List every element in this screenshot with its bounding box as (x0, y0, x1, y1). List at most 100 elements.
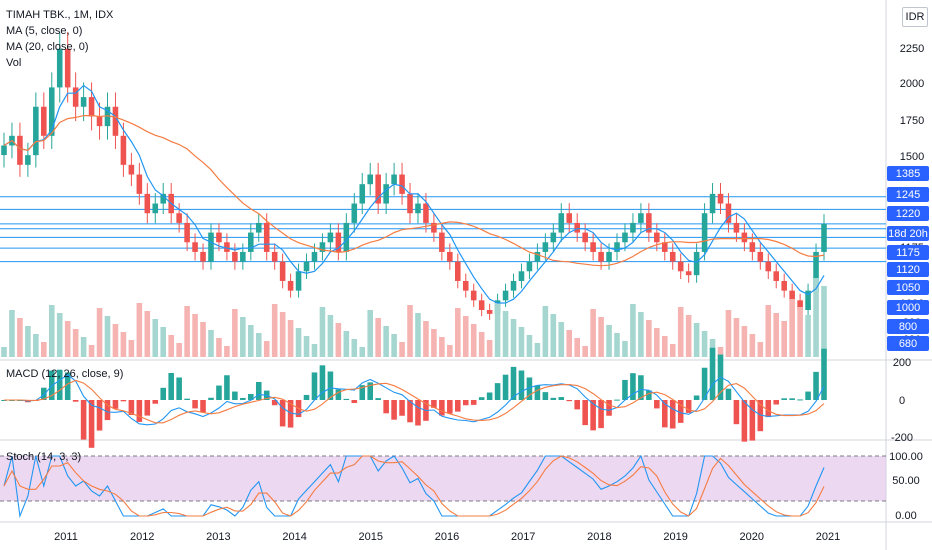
macd-histogram-bar (805, 391, 811, 400)
volume-bar (255, 333, 262, 357)
candle (486, 310, 493, 314)
macd-histogram-bar (733, 400, 740, 425)
candle (144, 193, 151, 214)
volume-bar (622, 341, 628, 357)
candle (319, 242, 326, 252)
candle (534, 251, 541, 262)
macd-histogram-bar (773, 400, 780, 405)
candle (415, 203, 421, 214)
x-tick-label: 2016 (435, 531, 459, 543)
macd-histogram-bar (590, 400, 596, 431)
macd-histogram-bar (789, 398, 795, 400)
volume-bar (248, 325, 254, 357)
candle (677, 261, 684, 272)
candle (41, 106, 47, 136)
volume-bar (311, 344, 318, 357)
macd-histogram-bar (630, 373, 636, 400)
candle (407, 193, 413, 214)
candle (208, 232, 214, 262)
volume-bar (383, 326, 389, 357)
volume-bar (677, 307, 684, 357)
currency-badge[interactable]: IDR (902, 7, 928, 27)
stoch-axis-label: 50.00 (892, 475, 920, 487)
macd-histogram-bar (470, 400, 477, 405)
macd-histogram-bar (152, 400, 159, 404)
macd-histogram-bar (248, 394, 254, 400)
candle (462, 280, 469, 291)
candle (136, 174, 143, 194)
macd-histogram-bar (661, 400, 668, 428)
candle (789, 290, 795, 301)
candle (48, 87, 55, 136)
candle (248, 232, 254, 252)
volume-bar (25, 326, 31, 357)
candle (542, 242, 549, 252)
main-legend: TIMAH TBK., 1M, IDX MA (5, close, 0) MA … (6, 8, 113, 72)
volume-bar (661, 336, 668, 357)
macd-histogram-bar (168, 373, 174, 400)
macd-histogram-bar (104, 400, 111, 421)
volume-bar (359, 347, 366, 357)
volume-bar (789, 299, 795, 357)
candle (152, 203, 159, 214)
macd-histogram-bar (192, 400, 198, 409)
price-tag (887, 262, 929, 277)
price-tag-label: 1000 (896, 302, 920, 314)
candle (25, 155, 31, 165)
volume-bar (518, 327, 525, 357)
candle (160, 193, 167, 204)
volume-bar (614, 333, 620, 357)
candle (224, 242, 230, 252)
volume-bar (319, 307, 326, 357)
candle (232, 251, 238, 262)
candle (717, 193, 724, 204)
candle (375, 174, 381, 204)
candle (582, 232, 588, 243)
candle (709, 193, 716, 214)
volume-bar (335, 323, 342, 357)
candle (550, 232, 557, 243)
macd-histogram-bar (606, 400, 612, 416)
macd-histogram-bar (279, 400, 286, 427)
volume-bar (96, 308, 103, 357)
macd-histogram-bar (367, 382, 373, 400)
macd-histogram-bar (598, 400, 604, 429)
macd-histogram-bar (72, 400, 79, 402)
volume-bar (120, 332, 127, 357)
macd-histogram-bar (327, 371, 334, 400)
volume-bar (136, 303, 143, 357)
macd-histogram-bar (574, 400, 580, 410)
volume-bar (470, 324, 477, 357)
candle (526, 261, 533, 272)
volume-bar (741, 326, 748, 357)
macd-histogram-bar (287, 400, 294, 428)
candle (359, 184, 366, 204)
candle (64, 48, 71, 88)
volume-bar (152, 319, 159, 357)
candle (327, 232, 334, 243)
macd-histogram-bar (622, 379, 628, 400)
candle (510, 280, 517, 291)
candle (757, 251, 764, 262)
macd-histogram-bar (271, 400, 278, 406)
candle (240, 251, 246, 262)
x-tick-label: 2011 (54, 531, 78, 543)
candle (391, 174, 397, 185)
macd-histogram-bar (391, 400, 397, 420)
volume-bar (144, 311, 151, 357)
macd-histogram-bar (415, 400, 421, 426)
macd-histogram-bar (582, 400, 588, 426)
x-tick-label: 2020 (740, 531, 764, 543)
price-tag (887, 245, 929, 260)
candle (614, 242, 620, 252)
candle (439, 232, 445, 252)
volume-bar (630, 304, 636, 357)
candle (311, 251, 318, 262)
volume-bar (192, 314, 198, 357)
candle (566, 213, 573, 223)
ma5-legend: MA (5, close, 0) (6, 25, 83, 37)
volume-bar (399, 342, 405, 357)
volume-bar (534, 343, 541, 357)
candle (112, 106, 119, 136)
volume-bar (41, 342, 47, 357)
